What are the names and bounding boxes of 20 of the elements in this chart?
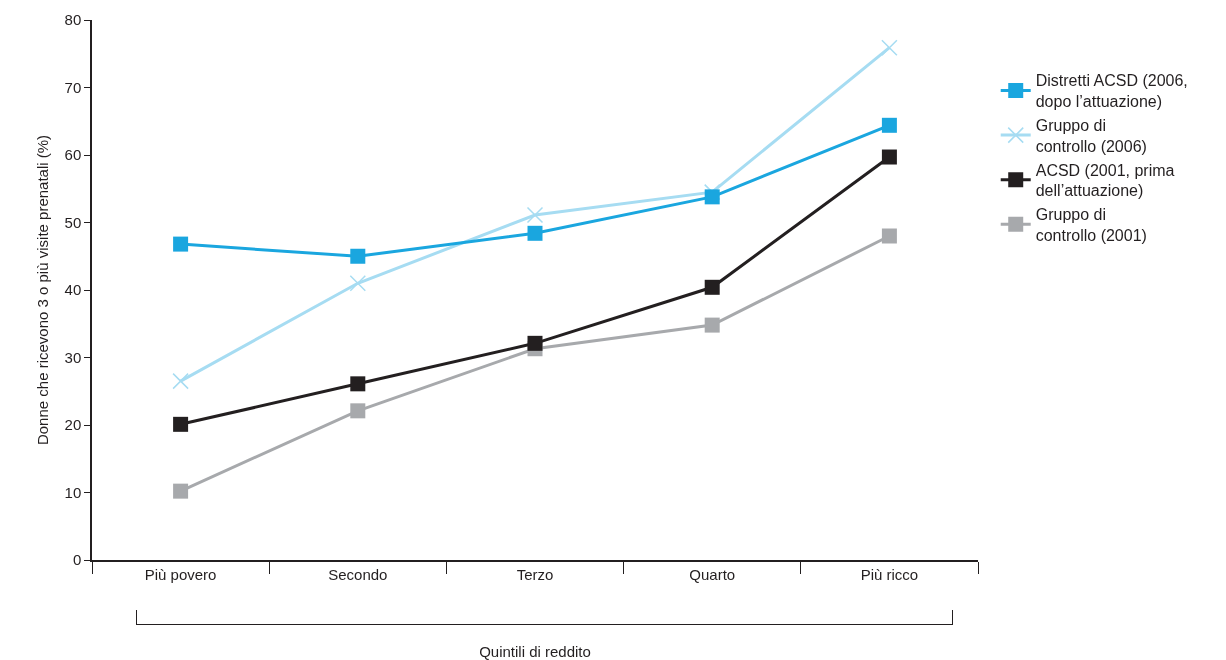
y-tick-label: 80 (64, 11, 82, 29)
x-tick-label: Terzo (516, 565, 554, 583)
legend-label: ACSD (2001, prima dell’attuazione) (1035, 161, 1175, 200)
x-tick-label: Più ricco (860, 565, 919, 583)
y-tick-label: 50 (64, 213, 82, 231)
y-tick-label: 0 (72, 551, 82, 569)
legend-label: Gruppo di controllo (2006) (1035, 116, 1147, 155)
y-tick-label: 10 (64, 483, 82, 501)
legend-label: Distretti ACSD (2006, dopo l’attuazione) (1035, 72, 1188, 111)
x-axis-title: Quintili di reddito (479, 643, 591, 660)
x-tick-label: Più povero (144, 565, 217, 583)
y-tick-label: 60 (64, 146, 82, 164)
y-tick-label: 30 (64, 348, 82, 366)
y-tick-label: 70 (64, 78, 82, 96)
y-axis-title: Donne che ricevono 3 o più visite prenatali (%) (34, 134, 52, 446)
legend-label: Gruppo di controllo (2001) (1035, 206, 1147, 244)
x-tick-label: Secondo (328, 565, 388, 583)
x-tick-label: Quarto (689, 565, 736, 583)
y-tick-label: 40 (64, 281, 82, 299)
y-tick-label: 20 (64, 416, 82, 434)
